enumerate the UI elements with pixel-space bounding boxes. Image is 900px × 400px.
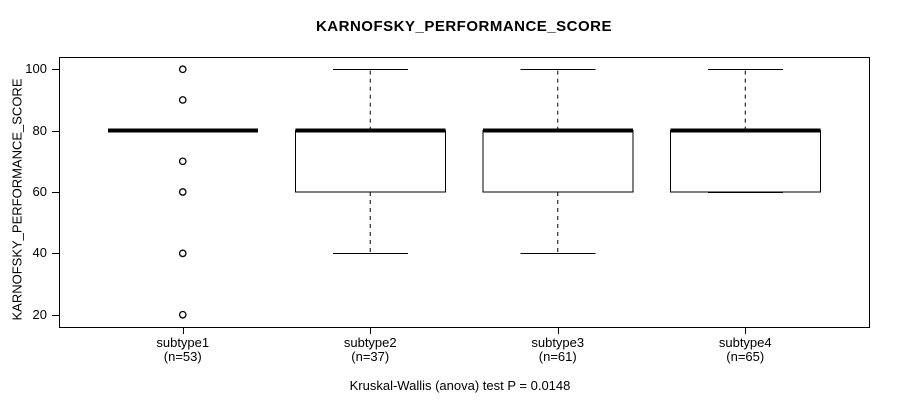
x-group-label: subtype3 (n=61) bbox=[473, 336, 643, 364]
group-n-count: (n=53) bbox=[163, 349, 202, 364]
y-tick-label: 40 bbox=[32, 245, 47, 261]
plot-frame bbox=[59, 57, 870, 328]
group-n-count: (n=37) bbox=[351, 349, 390, 364]
box bbox=[482, 130, 634, 193]
group-name: subtype4 bbox=[718, 335, 772, 350]
group-name: subtype3 bbox=[531, 335, 585, 350]
y-tick-label: 20 bbox=[32, 306, 47, 322]
chart-title: KARNOFSKY_PERFORMANCE_SCORE bbox=[315, 18, 613, 35]
y-tick-label: 80 bbox=[32, 122, 47, 138]
group-name: subtype1 bbox=[156, 335, 210, 350]
outlier-point bbox=[178, 249, 187, 258]
outlier-point bbox=[178, 96, 187, 104]
stat-test-caption: Kruskal-Wallis (anova) test P = 0.0148 bbox=[349, 378, 571, 393]
x-group-label: subtype4 (n=65) bbox=[660, 336, 830, 364]
x-group-label: subtype2 (n=37) bbox=[285, 336, 455, 364]
outlier-point bbox=[178, 157, 187, 166]
outlier-point bbox=[178, 188, 187, 196]
outlier-point bbox=[178, 65, 187, 74]
group-n-count: (n=65) bbox=[726, 349, 765, 364]
box bbox=[669, 130, 821, 193]
outlier-point bbox=[178, 310, 187, 319]
y-tick-label: 60 bbox=[32, 184, 47, 199]
y-tick-label: 100 bbox=[25, 61, 47, 77]
box bbox=[294, 130, 446, 193]
group-name: subtype2 bbox=[343, 335, 397, 350]
group-n-count: (n=61) bbox=[538, 349, 577, 364]
x-group-label: subtype1 (n=53) bbox=[98, 336, 268, 364]
